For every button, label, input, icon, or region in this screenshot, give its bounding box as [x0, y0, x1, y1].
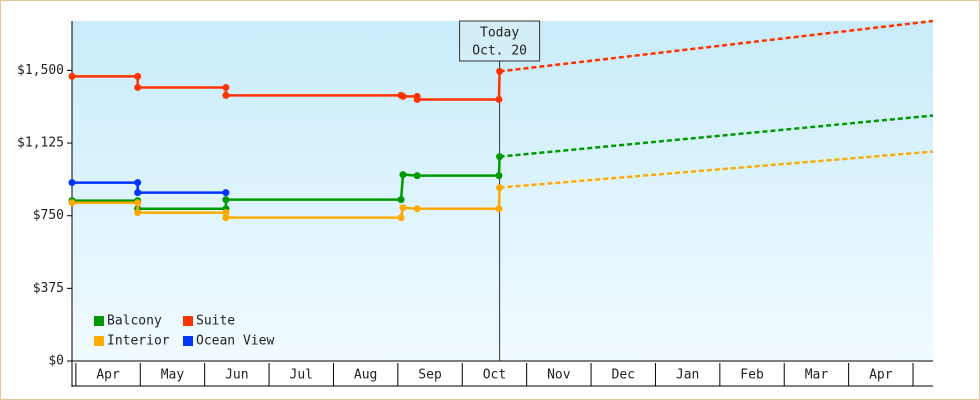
point [397, 214, 405, 222]
point [496, 184, 504, 192]
point [222, 91, 230, 99]
point [496, 67, 504, 75]
x-tick-label: Feb [740, 368, 764, 383]
x-tick-label: Jan [676, 368, 699, 383]
x-tick-label: Oct [483, 368, 506, 383]
legend-label: Ocean View [196, 334, 274, 349]
point [222, 214, 230, 222]
point [397, 196, 405, 204]
series-line [72, 181, 226, 194]
today-label: Oct. 20 [472, 44, 527, 59]
projection-line [499, 19, 934, 73]
x-tick-label: Sep [418, 368, 442, 383]
point [134, 72, 142, 80]
point [68, 179, 76, 187]
point [134, 189, 142, 197]
today-title: Today [480, 26, 519, 41]
point [413, 172, 421, 180]
point [222, 189, 230, 197]
today-box [459, 20, 541, 62]
x-tick-label: Apr [869, 368, 893, 383]
x-tick-label: Jul [290, 368, 313, 383]
point [413, 205, 421, 213]
legend-label: Interior [107, 334, 170, 349]
projection-line [499, 150, 934, 189]
y-tick-label: $1,125 [17, 136, 64, 151]
y-tick-label: $375 [33, 281, 64, 296]
point [68, 199, 76, 207]
point [496, 153, 504, 161]
point [399, 92, 407, 100]
legend-swatch [94, 316, 104, 326]
point [68, 72, 76, 80]
x-tick-label: Apr [96, 368, 120, 383]
legend-label: Suite [196, 314, 235, 329]
point [222, 83, 230, 91]
x-tick-label: May [161, 368, 185, 383]
legend-swatch [94, 336, 104, 346]
x-tick-label: Jun [225, 368, 248, 383]
point [222, 196, 230, 204]
point [134, 179, 142, 187]
point [134, 199, 142, 207]
legend-swatch [183, 316, 193, 326]
x-tick-label: Nov [547, 368, 571, 383]
point [134, 83, 142, 91]
series-line [72, 187, 501, 219]
point [399, 171, 407, 179]
point [495, 172, 503, 180]
point [413, 95, 421, 103]
legend-swatch [183, 336, 193, 346]
point [222, 209, 230, 217]
point [495, 205, 503, 213]
legend-label: Balcony [107, 314, 162, 329]
y-tick-label: $750 [33, 208, 64, 223]
projection-line [499, 114, 934, 158]
point [495, 95, 503, 103]
x-tick-label: Aug [354, 368, 377, 383]
y-tick-label: $0 [48, 354, 64, 369]
x-tick-label: Mar [805, 368, 829, 383]
point [399, 204, 407, 212]
point [134, 209, 142, 217]
y-tick-label: $1,500 [17, 63, 64, 78]
x-tick-label: Dec [612, 368, 635, 383]
plot-area [72, 21, 933, 361]
